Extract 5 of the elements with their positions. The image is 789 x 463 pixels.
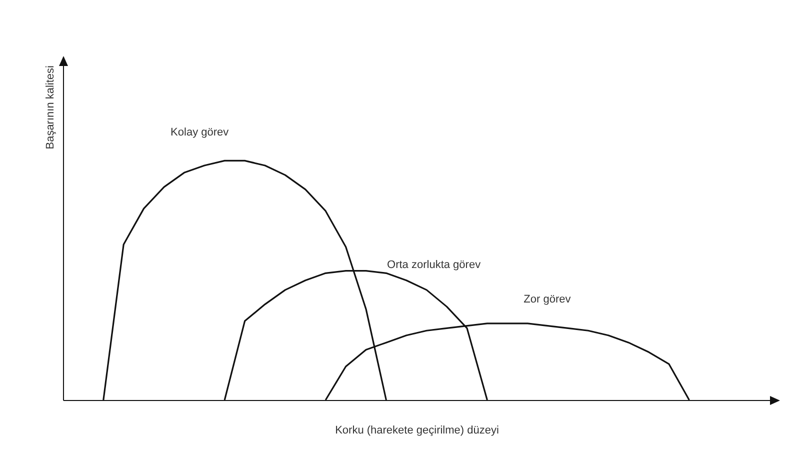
series-label: Orta zorlukta görev: [387, 258, 482, 271]
x-axis-title: Korku (harekete geçirilme) düzeyi: [335, 424, 499, 436]
series-label: Zor görev: [524, 293, 572, 306]
y-axis-title: Başarının kalitesi: [44, 66, 56, 150]
series-label: Kolay görev: [170, 126, 230, 139]
